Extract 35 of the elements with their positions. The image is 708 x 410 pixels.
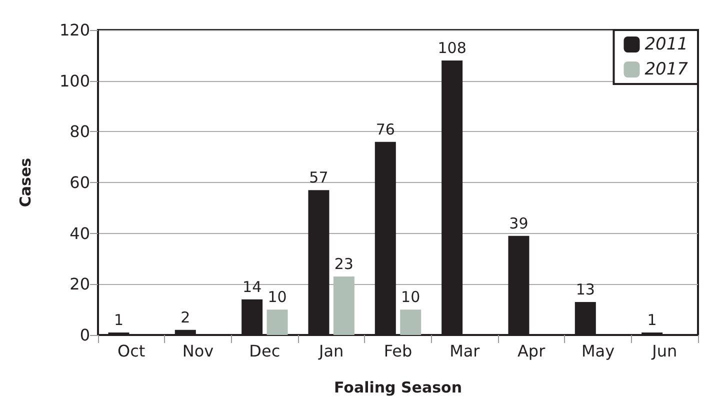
data-label: 1 xyxy=(647,310,657,329)
data-label: 13 xyxy=(576,280,595,298)
data-label: 10 xyxy=(268,288,287,306)
data-label: 57 xyxy=(309,168,328,187)
data-label: 2 xyxy=(180,308,190,326)
y-tick-label: 100 xyxy=(59,71,90,90)
data-label: 23 xyxy=(334,255,354,274)
x-tick-label: Feb xyxy=(384,342,412,360)
legend-label: 2011 xyxy=(644,34,688,54)
y-axis-title: Cases xyxy=(16,158,34,208)
data-label: 39 xyxy=(509,214,528,232)
x-tick-label: Oct xyxy=(117,342,146,360)
x-tick-label: Apr xyxy=(517,342,546,360)
x-tick-label: Mar xyxy=(450,342,480,360)
bar xyxy=(333,276,354,335)
x-tick-label: Jan xyxy=(318,342,344,360)
y-tick-label: 60 xyxy=(70,173,90,192)
data-label: 1 xyxy=(114,310,124,329)
y-tick-label: 40 xyxy=(70,224,90,243)
data-label: 108 xyxy=(438,39,466,57)
legend-label: 2017 xyxy=(644,60,688,80)
data-label: 10 xyxy=(401,288,420,306)
x-tick-label: Jun xyxy=(651,342,678,360)
y-tick-label: 80 xyxy=(70,122,90,142)
bar xyxy=(400,310,422,335)
x-tick-label: Nov xyxy=(182,342,214,360)
y-tick-label: 20 xyxy=(70,274,90,294)
y-tick-label: 0 xyxy=(80,326,90,344)
x-axis-title: Foaling Season xyxy=(334,378,462,396)
data-label: 14 xyxy=(242,278,262,296)
y-tick-label: 120 xyxy=(59,20,90,40)
bar xyxy=(266,310,288,335)
x-tick-label: Dec xyxy=(249,342,280,360)
x-tick-label: May xyxy=(581,342,615,360)
data-label: 76 xyxy=(376,120,395,138)
